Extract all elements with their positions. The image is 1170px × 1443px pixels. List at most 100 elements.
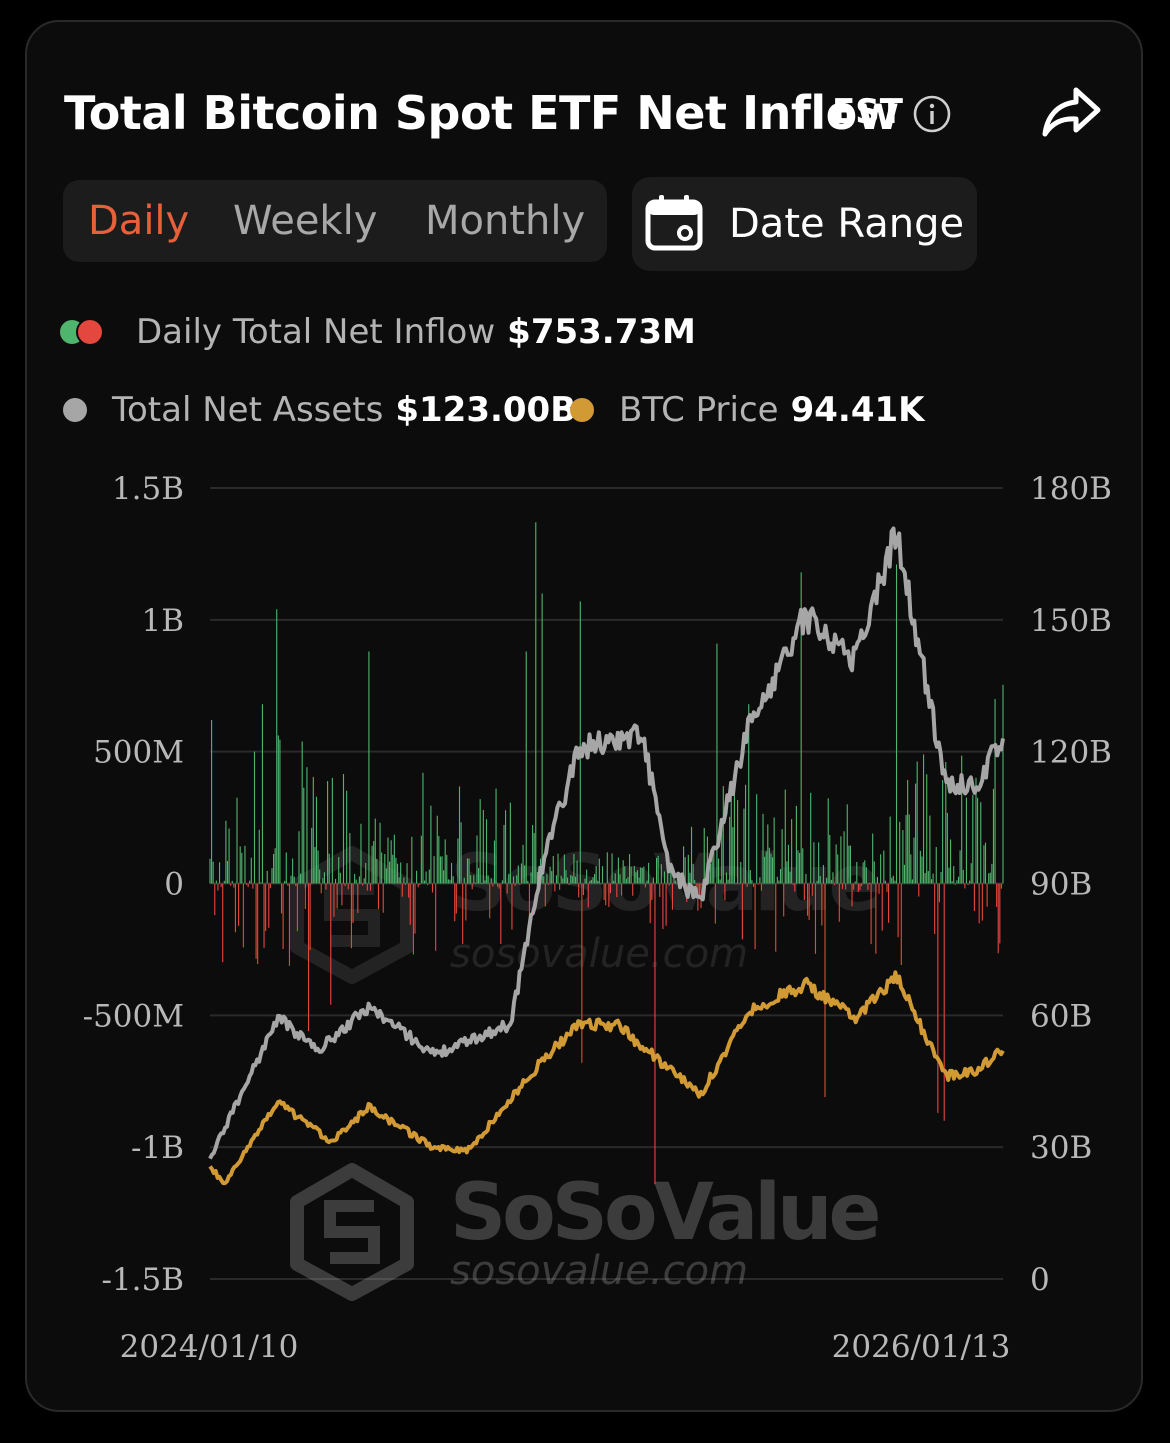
inflow-bar [745,784,747,884]
inflow-bar [978,883,980,924]
inflow-bar [625,878,627,884]
inflow-bar [296,883,298,932]
inflow-bar [211,720,213,884]
y-left-tick-label: 500M [93,735,184,771]
inflow-bar [396,863,399,884]
inflow-bar [962,869,964,884]
inflow-bar [487,875,489,884]
inflow-bar [532,824,534,884]
inflow-bar [292,858,294,884]
info-icon[interactable] [912,94,952,134]
inflow-bar [543,876,545,884]
inflow-bar [880,854,882,884]
inflow-bar [927,871,929,884]
legend-price-value: 94.41K [790,390,925,430]
inflow-bar [574,876,577,884]
y-right-tick-label: 0 [1030,1262,1050,1298]
share-icon[interactable] [1040,84,1102,140]
inflow-bar [754,883,756,950]
inflow-bar [640,867,642,884]
inflow-bar [508,873,510,884]
legend-inflow-label: Daily Total Net Inflow [136,312,496,352]
date-range-button[interactable]: Date Range [632,177,977,271]
inflow-bar [253,751,256,884]
inflow-bar [867,883,869,890]
inflow-bar [876,876,879,884]
inflow-bar [218,862,221,884]
inflow-bar [371,845,373,884]
inflow-bar [656,858,658,884]
inflow-bar [567,877,569,884]
inflow-bar [436,815,438,884]
inflow-bar [846,804,848,884]
inflow-bar [894,880,896,884]
tab-daily[interactable]: Daily [88,198,190,244]
inflow-bar [233,883,235,888]
inflow-bar [722,786,724,884]
inflow-bar [948,867,950,884]
legend-inflow-value: $753.73M [507,312,696,352]
inflow-bar [285,852,287,884]
inflow-bar [938,883,940,903]
inflow-bar [692,863,694,884]
inflow-bar [241,852,243,884]
inflow-bar [956,880,958,884]
inflow-bar [727,879,729,884]
inflow-bar [307,883,310,1032]
inflow-bar [544,883,546,907]
tab-weekly[interactable]: Weekly [233,198,378,244]
inflow-bar [279,739,281,884]
y-left-tick-label: 1B [141,603,184,639]
inflow-bar [549,866,551,884]
inflow-bar [937,883,939,1113]
inflow-bar [223,880,225,884]
inflow-bar [261,704,263,884]
inflow-bar [231,880,233,884]
inflow-bar [592,877,594,884]
inflow-bar [354,873,356,884]
inflow-bar [833,883,836,886]
inflow-bar [781,829,783,884]
inflow-bar [794,883,796,892]
inflow-bar [533,832,535,884]
inflow-bar [818,842,820,884]
inflow-bar [455,883,457,914]
inflow-bar [816,880,818,884]
inflow-bar [926,774,928,884]
inflow-bar [886,883,888,892]
inflow-bar [601,866,604,884]
inflow-bar [999,883,1001,944]
tab-monthly[interactable]: Monthly [425,198,586,244]
chart-lines [208,526,1005,1186]
inflow-bar [770,853,772,884]
inflow-bar [547,883,550,885]
inflow-bar [284,880,286,884]
y-right-tick-label: 180B [1030,471,1112,507]
inflow-bar [830,879,832,884]
watermark-logo-mark [324,1200,380,1264]
inflow-bar [463,877,465,884]
inflow-bar [409,883,411,925]
inflow-bar [899,821,901,884]
inflow-bar [829,834,831,884]
inflow-bar [250,857,252,884]
inflow-bar [304,883,306,909]
y-right-tick-label: 120B [1030,735,1112,771]
inflow-bar [814,883,817,954]
inflow-bar [458,786,461,884]
inflow-bar [319,869,321,884]
inflow-bar [236,797,238,884]
page-title: Total Bitcoin Spot ETF Net Inflow [64,86,899,140]
inflow-bar [752,883,755,887]
inflow-bar [746,883,748,888]
inflow-bar [498,883,500,889]
inflow-bar [813,842,815,884]
inflow-bar [986,883,988,907]
inflow-bar [889,816,891,884]
inflow-bar [930,879,933,884]
inflow-bar [969,880,971,884]
inflow-bar [784,789,786,884]
inflow-bar [419,883,421,886]
timezone-label[interactable]: EST [832,92,903,132]
